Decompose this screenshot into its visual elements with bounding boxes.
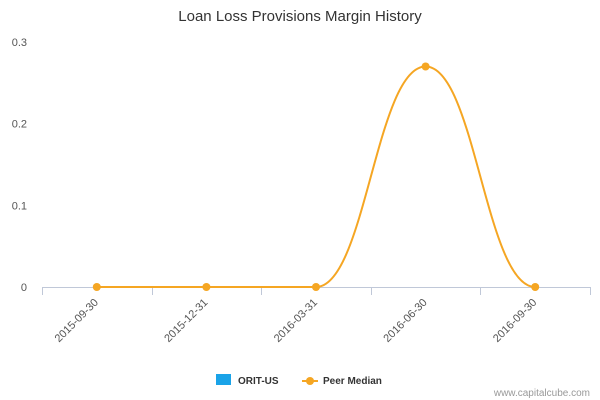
data-point[interactable]	[421, 62, 430, 71]
series-line-peer-median	[96, 65, 536, 288]
legend: ORIT-US Peer Median	[216, 374, 382, 387]
x-tick-label: 2015-09-30	[53, 297, 101, 345]
data-point[interactable]	[202, 283, 211, 291]
legend-item-orit-us[interactable]: ORIT-US	[216, 374, 279, 387]
legend-label-orit-us: ORIT-US	[238, 376, 279, 387]
x-axis: 2015-09-30 2015-12-31 2016-03-31 2016-06-30…	[42, 287, 591, 345]
legend-item-peer-median[interactable]: Peer Median	[302, 376, 382, 387]
x-tick-label: 2016-03-31	[272, 297, 320, 345]
series-layer	[92, 62, 540, 291]
data-point[interactable]	[92, 283, 101, 291]
chart-title: Loan Loss Provisions Margin History	[178, 8, 422, 25]
y-tick-label: 0	[21, 282, 27, 294]
y-tick-label: 0.3	[12, 37, 27, 49]
data-point[interactable]	[531, 283, 540, 291]
legend-label-peer-median: Peer Median	[323, 376, 382, 387]
x-tick-label: 2016-06-30	[381, 297, 429, 345]
x-tick-label: 2016-09-30	[491, 297, 539, 345]
y-axis: 0 0.1 0.2 0.3	[12, 37, 27, 294]
legend-marker-peer-median	[306, 377, 314, 385]
data-point[interactable]	[312, 283, 320, 291]
y-tick-label: 0.2	[12, 119, 27, 131]
legend-swatch-orit-us	[216, 374, 231, 385]
credit-text: www.capitalcube.com	[493, 388, 590, 399]
x-tick-label: 2015-12-31	[162, 297, 210, 345]
y-tick-label: 0.1	[12, 200, 27, 212]
